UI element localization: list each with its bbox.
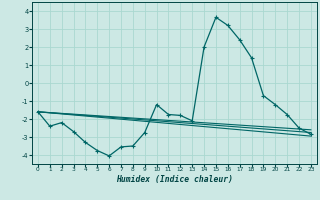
X-axis label: Humidex (Indice chaleur): Humidex (Indice chaleur) <box>116 175 233 184</box>
